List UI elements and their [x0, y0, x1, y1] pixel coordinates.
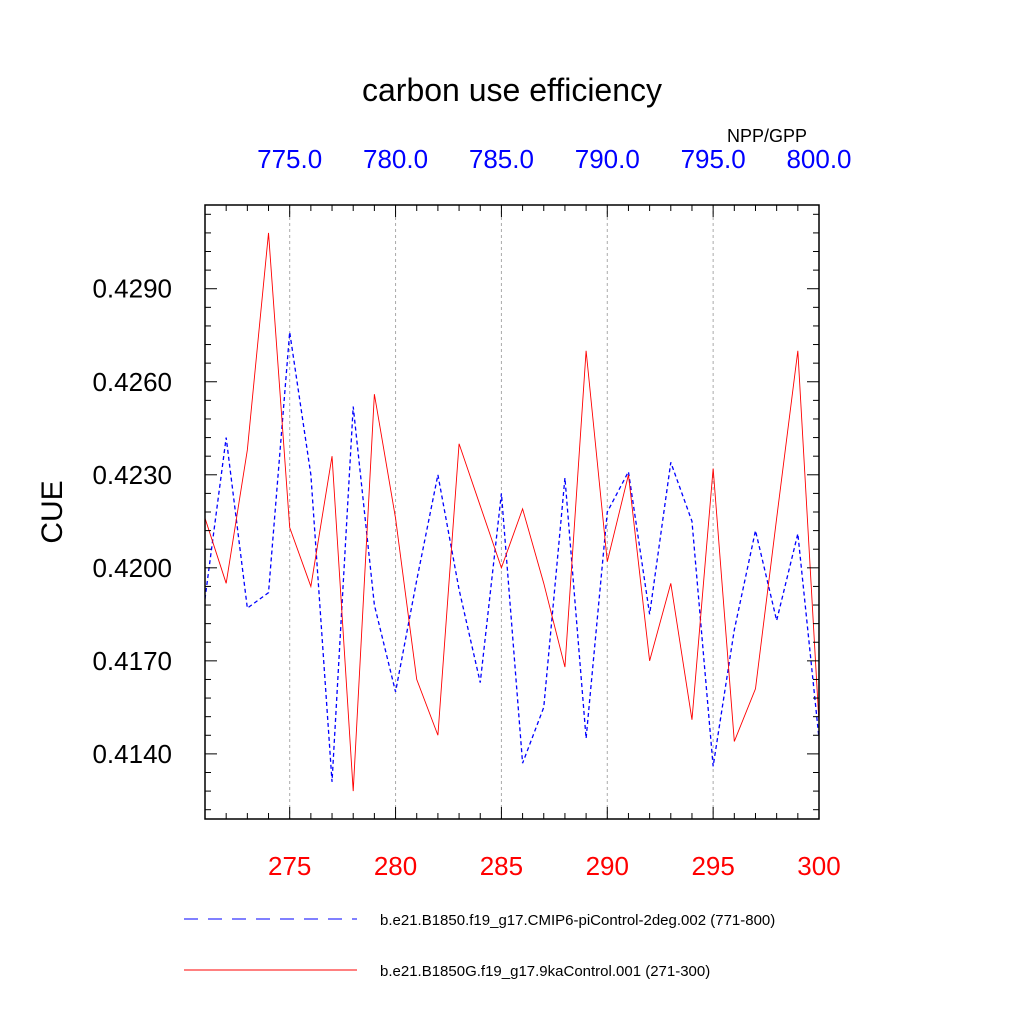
- chart-subtitle: NPP/GPP: [727, 126, 807, 146]
- x-bottom-tick-label: 290: [586, 851, 629, 881]
- chart-title: carbon use efficiency: [362, 72, 662, 108]
- x-bottom-tick-label: 295: [691, 851, 734, 881]
- x-top-tick-label: 790.0: [575, 144, 640, 174]
- y-axis-label: CUE: [36, 480, 69, 543]
- y-tick-label: 0.4230: [92, 460, 172, 490]
- y-tick-label: 0.4170: [92, 646, 172, 676]
- x-bottom-tick-label: 275: [268, 851, 311, 881]
- x-bottom-tick-label: 300: [797, 851, 840, 881]
- y-tick-label: 0.4290: [92, 274, 172, 304]
- x-top-tick-label: 780.0: [363, 144, 428, 174]
- series-line-2: [205, 232, 819, 792]
- x-top-tick-label: 785.0: [469, 144, 534, 174]
- x-top-tick-label: 800.0: [786, 144, 851, 174]
- x-top-tick-label: 795.0: [681, 144, 746, 174]
- series-line-1: [205, 332, 819, 782]
- axes-layer: 275 280 285 290 295 300 775.0 780.0 785.0 790.0 79…: [92, 144, 851, 881]
- x-bottom-tick-label: 280: [374, 851, 417, 881]
- x-top-tick-label: 775.0: [257, 144, 322, 174]
- y-tick-label: 0.4200: [92, 553, 172, 583]
- x-bottom-tick-label: 285: [480, 851, 523, 881]
- legend: b.e21.B1850.f19_g17.CMIP6-piControl-2deg…: [184, 912, 775, 980]
- series-layer: [205, 232, 819, 792]
- legend-label-1: b.e21.B1850.f19_g17.CMIP6-piControl-2deg…: [380, 912, 775, 929]
- legend-label-2: b.e21.B1850G.f19_g17.9kaControl.001 (271…: [380, 963, 710, 980]
- y-tick-label: 0.4260: [92, 367, 172, 397]
- y-tick-label: 0.4140: [92, 739, 172, 769]
